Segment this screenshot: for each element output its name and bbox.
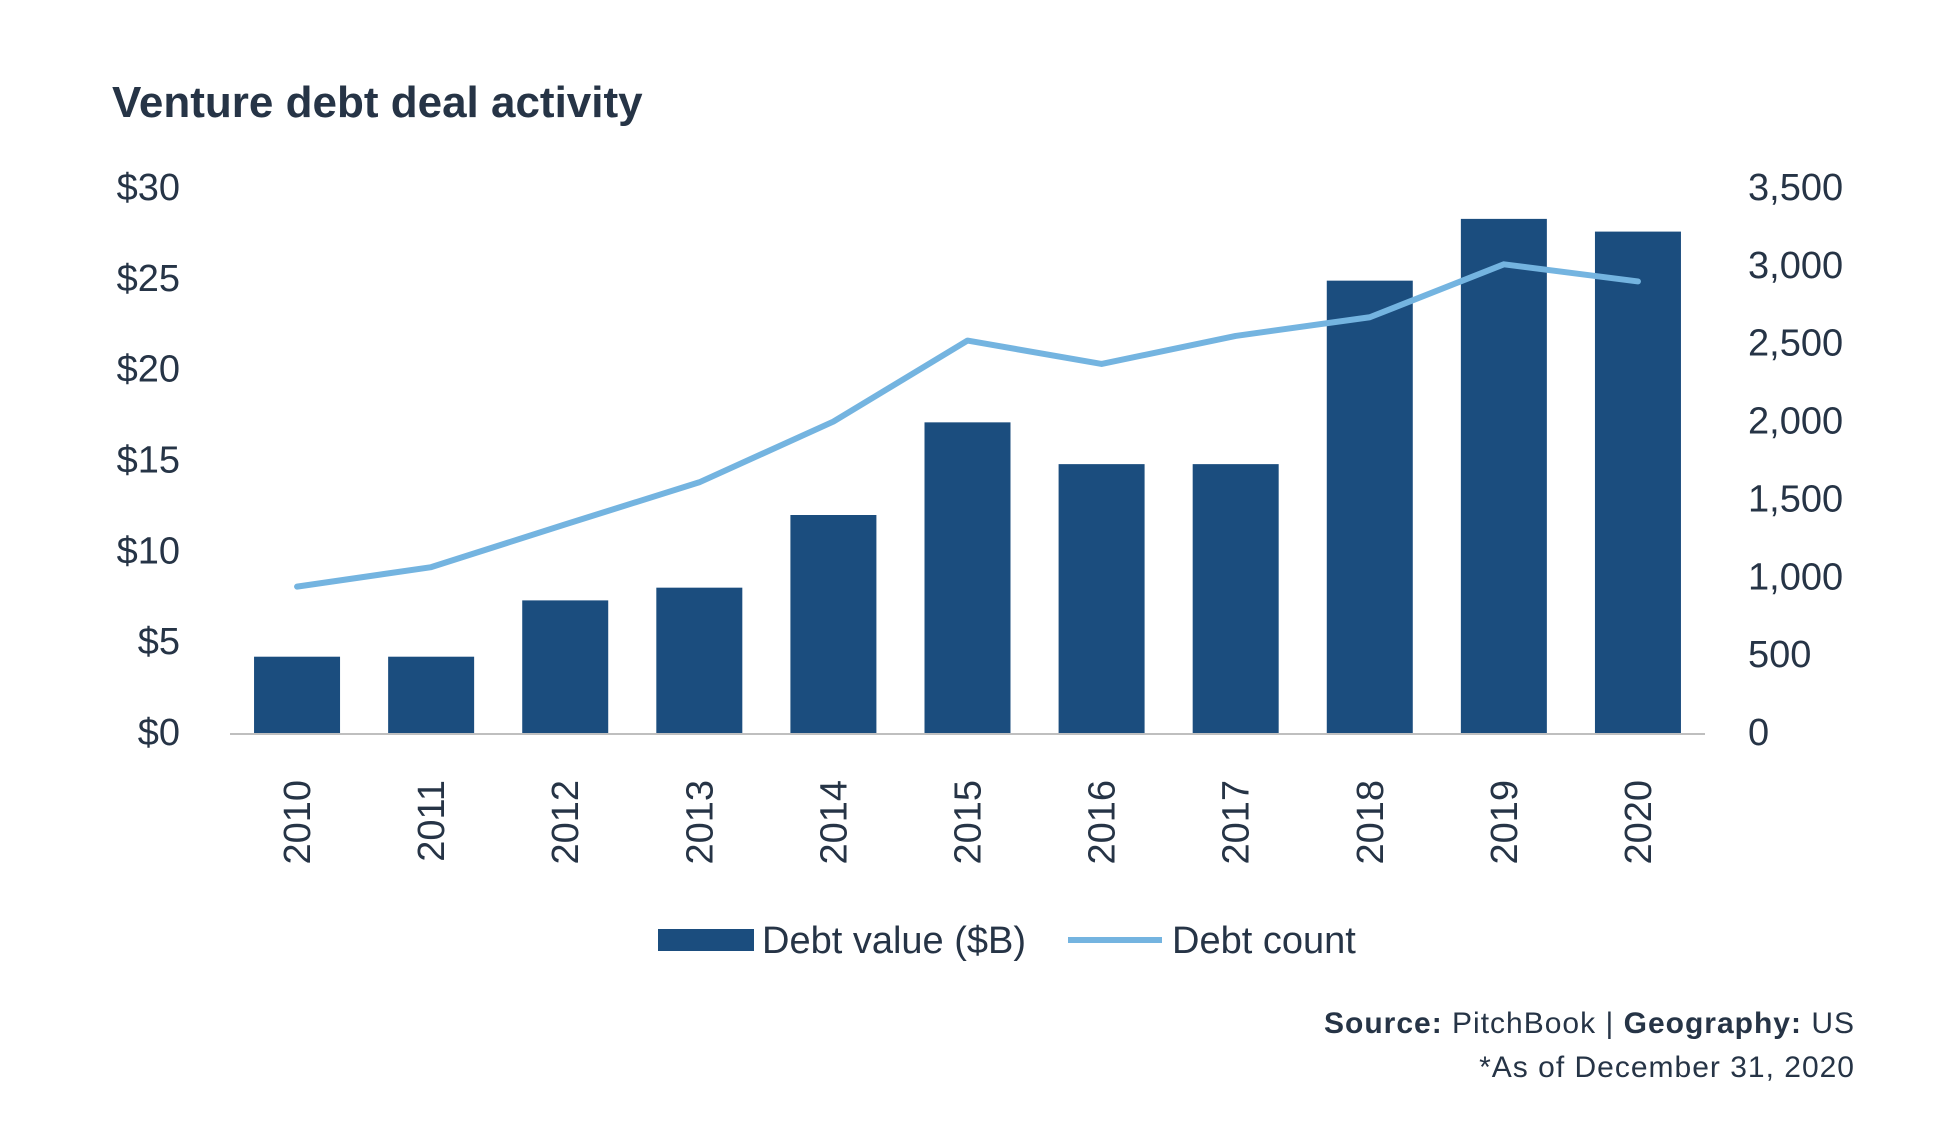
- legend: Debt value ($B) Debt count: [658, 920, 1356, 962]
- bar-2015: [924, 422, 1011, 733]
- source-footer: Source: PitchBook | Geography: US *As of…: [1324, 1002, 1855, 1090]
- x-tick-label-2020: 2020: [1618, 780, 1660, 865]
- x-tick-label-2011: 2011: [411, 780, 453, 862]
- x-tick-label-2015: 2015: [948, 780, 990, 865]
- source-label: Source:: [1324, 1007, 1443, 1040]
- chart-title: Venture debt deal activity: [112, 78, 643, 127]
- x-tick-label-2013: 2013: [679, 780, 721, 865]
- geography-label: Geography:: [1623, 1007, 1802, 1040]
- right-tick-label: 3,500: [1748, 167, 1843, 209]
- bars-layer: [254, 218, 1681, 734]
- right-axis-ticks: 0 500 1,000 1,500 2,000 2,500 3,000 3,500: [1748, 167, 1843, 754]
- x-tick-label-2017: 2017: [1216, 780, 1258, 865]
- bar-2010: [254, 656, 341, 733]
- left-tick-label: $5: [138, 621, 180, 663]
- right-tick-label: 1,000: [1748, 556, 1843, 598]
- right-tick-label: 2,000: [1748, 401, 1843, 443]
- source-separator: |: [1605, 1007, 1615, 1040]
- bar-2019: [1460, 218, 1547, 734]
- left-tick-label: $0: [138, 712, 180, 754]
- left-tick-label: $30: [117, 167, 180, 209]
- source-value: PitchBook: [1452, 1007, 1597, 1040]
- left-tick-label: $15: [117, 440, 180, 482]
- bar-2020: [1594, 231, 1681, 733]
- right-tick-label: 0: [1748, 712, 1769, 754]
- left-tick-label: $20: [117, 349, 180, 391]
- as-of-note: *As of December 31, 2020: [1479, 1051, 1855, 1084]
- bar-2013: [656, 587, 743, 733]
- source-line: Source: PitchBook | Geography: US: [1324, 1002, 1855, 1046]
- bar-2012: [522, 600, 609, 733]
- bar-2011: [388, 656, 475, 733]
- bar-2018: [1326, 280, 1413, 733]
- x-tick-label-2012: 2012: [545, 780, 587, 865]
- right-tick-label: 3,000: [1748, 245, 1843, 287]
- legend-swatch-debt-value: [658, 929, 754, 951]
- x-tick-label-2014: 2014: [813, 780, 855, 865]
- left-tick-label: $25: [117, 258, 180, 300]
- legend-label-debt-value: Debt value ($B): [762, 920, 1026, 962]
- right-tick-label: 2,500: [1748, 323, 1843, 365]
- x-tick-label-2016: 2016: [1082, 780, 1124, 865]
- bar-2016: [1058, 464, 1145, 733]
- x-tick-label-2019: 2019: [1484, 780, 1526, 865]
- bar-2017: [1192, 464, 1279, 733]
- left-axis-ticks: $0 $5 $10 $15 $20 $25 $30: [117, 167, 180, 754]
- x-tick-label-2018: 2018: [1350, 780, 1392, 865]
- right-tick-label: 1,500: [1748, 478, 1843, 520]
- x-tick-label-2010: 2010: [277, 780, 319, 865]
- geography-value: US: [1811, 1007, 1855, 1040]
- bar-2014: [790, 515, 877, 733]
- line-layer: [294, 261, 1641, 590]
- legend-label-debt-count: Debt count: [1172, 920, 1356, 962]
- x-axis-ticks: 2010 2011 2012 2013 2014 2015 2016 2017 2018 2019…: [277, 780, 1660, 865]
- left-tick-label: $10: [117, 530, 180, 572]
- right-tick-label: 500: [1748, 634, 1811, 676]
